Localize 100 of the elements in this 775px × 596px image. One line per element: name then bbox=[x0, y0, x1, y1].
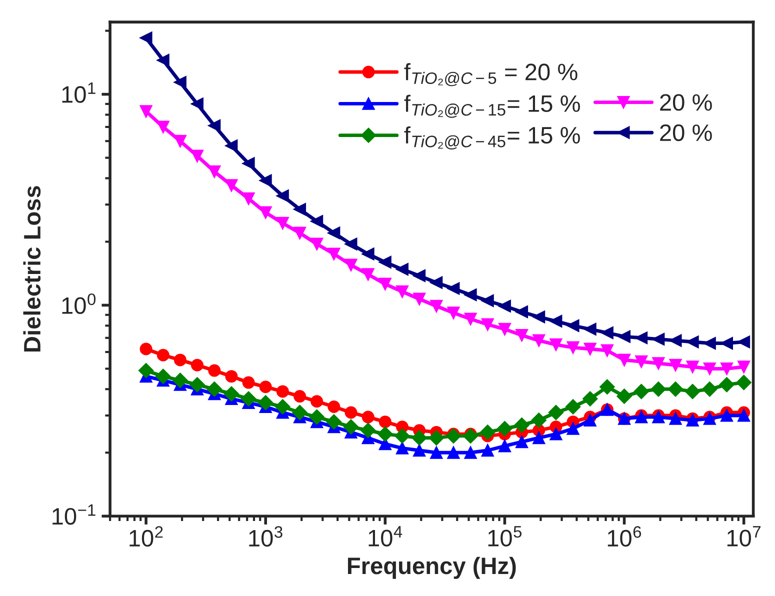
point bbox=[516, 306, 528, 318]
point bbox=[378, 426, 393, 442]
point bbox=[480, 424, 496, 440]
point bbox=[652, 357, 665, 370]
point bbox=[225, 140, 238, 152]
point bbox=[242, 157, 255, 170]
point bbox=[616, 388, 632, 404]
point bbox=[343, 419, 359, 434]
point bbox=[275, 399, 290, 414]
point bbox=[702, 382, 718, 397]
point bbox=[634, 384, 649, 400]
point bbox=[498, 300, 511, 312]
point bbox=[140, 32, 152, 44]
point bbox=[720, 362, 734, 375]
point bbox=[259, 174, 272, 187]
point bbox=[430, 276, 443, 289]
point bbox=[174, 76, 186, 89]
point bbox=[464, 288, 477, 302]
point bbox=[310, 215, 324, 228]
point bbox=[669, 334, 682, 347]
point bbox=[172, 372, 188, 388]
point bbox=[566, 422, 580, 435]
point bbox=[344, 258, 358, 272]
point bbox=[413, 269, 426, 282]
y-tick-label: 10$^{1}$ bbox=[62, 82, 96, 103]
point bbox=[208, 119, 221, 132]
point bbox=[413, 444, 426, 457]
x-tick-label: 10$^{4}$ bbox=[368, 526, 402, 546]
point bbox=[669, 412, 682, 425]
point bbox=[378, 278, 392, 290]
point bbox=[618, 330, 631, 343]
legend-label: f$_{TiO₂@C−45}$= 15 % bbox=[404, 126, 580, 150]
point bbox=[156, 54, 170, 66]
point bbox=[686, 360, 699, 374]
point bbox=[206, 382, 222, 397]
point bbox=[582, 391, 598, 406]
x-tick-label: 10$^{7}$ bbox=[727, 526, 760, 546]
point bbox=[532, 432, 546, 444]
point bbox=[635, 332, 648, 344]
point bbox=[190, 98, 204, 110]
point bbox=[516, 329, 528, 342]
legend-label: 20 % bbox=[660, 124, 712, 142]
point bbox=[412, 430, 427, 446]
point bbox=[309, 409, 324, 425]
point bbox=[242, 376, 255, 389]
y-tick-label: 10$^{−1}$ bbox=[52, 504, 96, 525]
point bbox=[584, 322, 596, 336]
point bbox=[464, 446, 477, 459]
point bbox=[481, 318, 494, 331]
point bbox=[669, 358, 682, 372]
point bbox=[738, 409, 750, 422]
point bbox=[550, 314, 562, 328]
point bbox=[481, 444, 494, 457]
point bbox=[276, 385, 289, 398]
point bbox=[447, 306, 460, 320]
legend-label: f$_{TiO₂@C−15}$= 15 % bbox=[404, 94, 580, 118]
point bbox=[396, 263, 408, 276]
x-tick-label: 10$^{2}$ bbox=[130, 526, 163, 547]
point bbox=[344, 238, 358, 250]
point bbox=[328, 248, 340, 260]
point bbox=[532, 310, 546, 324]
point bbox=[498, 322, 511, 336]
point bbox=[362, 248, 374, 260]
point bbox=[138, 362, 154, 378]
point bbox=[600, 326, 614, 340]
point bbox=[497, 421, 512, 436]
point bbox=[362, 268, 374, 281]
point bbox=[292, 404, 308, 420]
point bbox=[736, 374, 752, 390]
point bbox=[328, 226, 340, 240]
point bbox=[481, 294, 494, 307]
point bbox=[174, 354, 186, 366]
point bbox=[276, 216, 289, 230]
point bbox=[190, 377, 205, 392]
point bbox=[258, 395, 274, 410]
point bbox=[550, 338, 562, 351]
point bbox=[703, 362, 716, 375]
point bbox=[174, 134, 186, 148]
point bbox=[328, 400, 340, 414]
point bbox=[294, 390, 306, 403]
point bbox=[548, 404, 564, 420]
point bbox=[531, 412, 546, 428]
point bbox=[156, 348, 170, 362]
point bbox=[190, 358, 204, 372]
point bbox=[156, 120, 170, 134]
point bbox=[600, 344, 614, 357]
point bbox=[685, 384, 700, 400]
point bbox=[396, 442, 408, 454]
point bbox=[310, 238, 324, 250]
point bbox=[394, 428, 410, 444]
point bbox=[413, 292, 426, 306]
point bbox=[259, 206, 272, 219]
legend-label: f$_{TiO₂@C−5}$ = 20 % bbox=[404, 63, 578, 86]
x-tick-label: 10$^{6}$ bbox=[608, 526, 642, 547]
point bbox=[428, 430, 444, 446]
point bbox=[225, 179, 238, 192]
point bbox=[208, 364, 221, 377]
point bbox=[514, 418, 530, 433]
point bbox=[550, 428, 562, 440]
point bbox=[650, 382, 666, 397]
